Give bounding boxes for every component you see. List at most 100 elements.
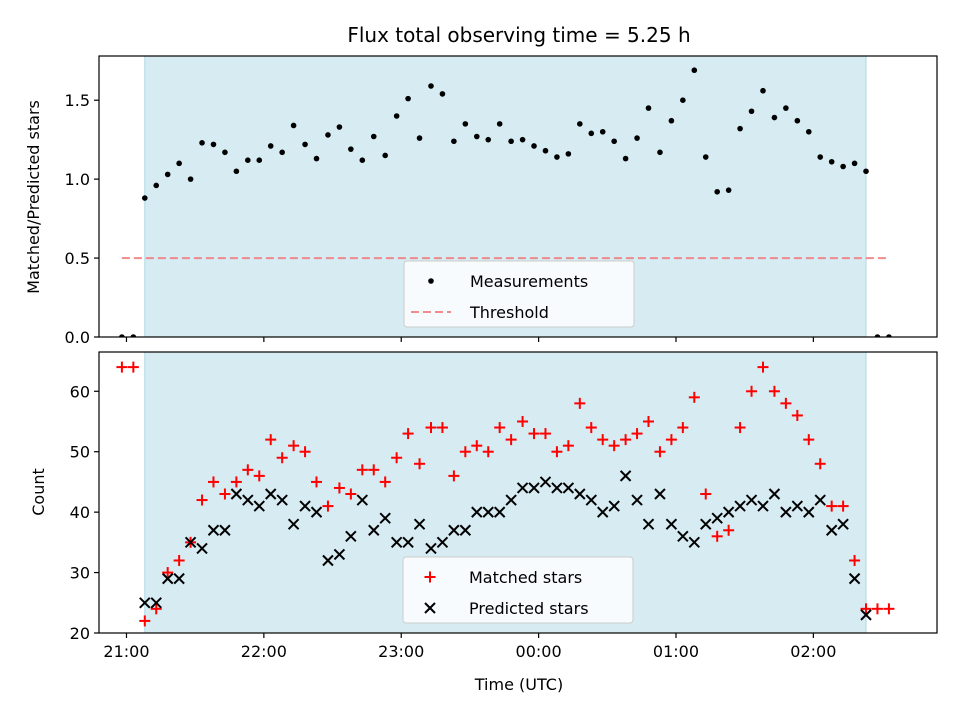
- bottom-matched-point: [242, 464, 254, 476]
- top-measurement-point: [634, 135, 640, 141]
- bottom-matched-point: [391, 452, 403, 464]
- top-measurement-point: [691, 67, 698, 74]
- bottom-matched-point: [150, 603, 162, 615]
- top-measurement-point: [348, 146, 354, 152]
- bottom-matched-point: [265, 434, 277, 446]
- bottom-predicted-point: [368, 524, 380, 536]
- bottom-matched-point: [700, 488, 712, 500]
- top-measurement-point: [279, 149, 285, 156]
- top-measurement-point: [771, 114, 778, 121]
- top-measurement-point: [199, 140, 205, 146]
- top-measurement-point: [840, 163, 846, 170]
- bottom-matched-point: [276, 452, 288, 464]
- bottom-predicted-point: [516, 482, 529, 494]
- bottom-predicted-point: [161, 572, 174, 585]
- bottom-predicted-point: [585, 494, 597, 506]
- x-axis-label: Time (UTC): [474, 675, 563, 694]
- bottom-predicted-point: [482, 506, 494, 518]
- x-tick-label: 22:00: [241, 642, 287, 661]
- bottom-matched-point: [780, 397, 792, 409]
- top-measurement-point: [462, 121, 469, 127]
- top-measurement-point: [325, 132, 331, 138]
- bottom-matched-point: [871, 603, 883, 615]
- bottom-matched-point: [665, 434, 677, 446]
- bottom-series-0: [116, 361, 895, 627]
- top-measurement-point: [760, 87, 766, 94]
- bottom-matched-point: [356, 464, 368, 476]
- bottom-matched-point: [230, 476, 242, 488]
- top-series-0: [119, 67, 892, 337]
- top-measurement-point: [668, 117, 675, 124]
- bottom-predicted-point: [711, 512, 723, 524]
- top-measurement-point: [359, 157, 366, 163]
- bottom-axes-frame: [98, 351, 938, 634]
- bottom-predicted-point: [425, 542, 437, 555]
- top-measurement-point: [176, 160, 182, 167]
- top-measurement-point: [531, 143, 537, 149]
- bottom-predicted-point: [184, 536, 197, 549]
- bottom-predicted-point: [757, 500, 769, 512]
- top-measurement-point: [725, 187, 732, 193]
- bottom-matched-point: [654, 446, 666, 458]
- legend-dot-marker: [428, 278, 434, 284]
- top-measurement-point: [702, 154, 709, 160]
- bottom-predicted-point: [173, 572, 185, 585]
- x-tick-label: 02:00: [790, 642, 836, 661]
- bottom-matched-point: [528, 428, 540, 440]
- top-measurement-point: [542, 147, 549, 154]
- top-measurement-point: [370, 133, 377, 140]
- top-chart-title: Flux total observing time = 5.25 h: [347, 23, 690, 47]
- bottom-predicted-point: [390, 536, 403, 549]
- bottom-predicted-point: [528, 482, 540, 494]
- bottom-matched-point: [562, 440, 574, 452]
- top-measurement-point: [313, 155, 320, 162]
- bottom-predicted-point: [574, 488, 586, 500]
- bottom-predicted-point: [493, 506, 506, 518]
- bottom-predicted-point: [230, 488, 243, 500]
- bottom-predicted-point: [825, 524, 838, 536]
- bottom-predicted-point: [345, 530, 357, 543]
- bottom-data-layer: [116, 361, 895, 627]
- bottom-matched-point: [139, 615, 151, 627]
- bottom-predicted-point: [642, 518, 655, 530]
- bottom-predicted-point: [539, 476, 552, 488]
- bottom-y-tick-label: 20: [70, 624, 90, 643]
- bottom-matched-point: [379, 476, 391, 488]
- top-measurement-point: [187, 176, 194, 182]
- bottom-predicted-point: [379, 512, 391, 524]
- bottom-predicted-point: [322, 554, 334, 567]
- bottom-predicted-point: [665, 518, 678, 530]
- top-legend-entry: Measurements: [428, 272, 588, 291]
- top-legend-label: Threshold: [469, 303, 549, 322]
- bottom-predicted-point: [722, 506, 735, 518]
- bottom-predicted-point: [505, 494, 517, 506]
- top-measurement-point: [748, 108, 755, 115]
- bottom-predicted-point: [631, 494, 643, 506]
- x-tick-label: 01:00: [653, 642, 699, 661]
- bottom-matched-point: [620, 434, 632, 446]
- bottom-matched-point: [196, 494, 208, 506]
- bottom-matched-point: [207, 476, 219, 488]
- bottom-y-tick-label: 60: [70, 382, 90, 401]
- top-measurement-point: [886, 334, 892, 337]
- bottom-matched-point: [757, 361, 769, 373]
- bottom-matched-point: [311, 476, 323, 488]
- bottom-predicted-point: [688, 536, 701, 549]
- bottom-matched-point: [322, 500, 334, 512]
- bottom-legend-entry: Matched stars: [424, 568, 582, 587]
- bottom-predicted-point: [608, 500, 620, 512]
- bottom-matched-point: [436, 422, 448, 434]
- bottom-matched-point: [608, 440, 620, 452]
- top-measurement-point: [416, 135, 423, 141]
- bottom-predicted-point: [471, 506, 483, 518]
- bottom-matched-point: [803, 434, 815, 446]
- bottom-predicted-point: [654, 488, 666, 500]
- bottom-matched-point: [539, 428, 551, 440]
- bottom-predicted-point: [436, 536, 449, 549]
- bottom-matched-point: [768, 385, 780, 397]
- top-measurement-point: [805, 128, 812, 135]
- top-measurement-point: [336, 124, 343, 130]
- bottom-plot-area: 20 30 40 50 60 21:00 22:00 23:00 00:00 01:00 02:00…: [70, 351, 938, 661]
- top-measurement-point: [245, 157, 251, 163]
- bottom-matched-point: [814, 458, 826, 470]
